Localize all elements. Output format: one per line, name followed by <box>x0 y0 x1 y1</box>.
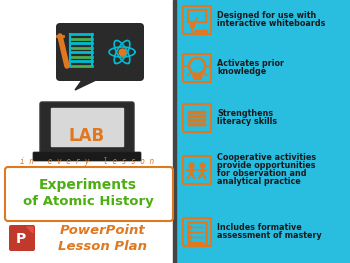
Text: provide opportunities: provide opportunities <box>217 161 315 170</box>
Polygon shape <box>27 227 33 233</box>
FancyBboxPatch shape <box>188 123 206 126</box>
Text: LAB: LAB <box>69 127 105 145</box>
Text: Designed for use with: Designed for use with <box>217 12 316 21</box>
Text: PowerPoint: PowerPoint <box>60 225 146 237</box>
FancyBboxPatch shape <box>183 218 211 246</box>
FancyBboxPatch shape <box>56 23 144 81</box>
Text: knowledge: knowledge <box>217 68 266 77</box>
Bar <box>51 108 123 146</box>
Text: Activates prior: Activates prior <box>217 59 284 68</box>
FancyBboxPatch shape <box>33 152 141 161</box>
Bar <box>188 10 206 22</box>
Text: of Atomic History: of Atomic History <box>23 195 153 209</box>
FancyBboxPatch shape <box>183 156 211 184</box>
Text: analytical practice: analytical practice <box>217 178 301 186</box>
Text: Lesson Plan: Lesson Plan <box>58 240 147 254</box>
FancyBboxPatch shape <box>188 111 206 114</box>
Text: for observation and: for observation and <box>217 169 307 179</box>
Circle shape <box>189 58 205 74</box>
Bar <box>173 0 176 263</box>
Text: literacy skills: literacy skills <box>217 118 277 127</box>
FancyBboxPatch shape <box>183 6 211 34</box>
Bar <box>0 0 175 263</box>
Text: Experiments: Experiments <box>39 178 137 192</box>
Text: Includes formative: Includes formative <box>217 224 302 232</box>
Text: i n   e v e r y   l e s s o n: i n e v e r y l e s s o n <box>20 158 154 166</box>
FancyBboxPatch shape <box>188 119 206 122</box>
FancyBboxPatch shape <box>9 225 35 251</box>
Text: P: P <box>16 232 26 246</box>
FancyBboxPatch shape <box>40 102 134 158</box>
Text: Strengthens: Strengthens <box>217 109 273 119</box>
FancyBboxPatch shape <box>5 167 173 221</box>
Polygon shape <box>75 76 96 90</box>
Text: Cooperative activities: Cooperative activities <box>217 154 316 163</box>
FancyBboxPatch shape <box>183 54 211 82</box>
Text: interactive whiteboards: interactive whiteboards <box>217 19 326 28</box>
FancyBboxPatch shape <box>183 104 211 132</box>
Text: assessment of mastery: assessment of mastery <box>217 231 322 240</box>
Bar <box>188 222 206 244</box>
FancyBboxPatch shape <box>188 115 206 118</box>
Bar <box>175 0 350 263</box>
